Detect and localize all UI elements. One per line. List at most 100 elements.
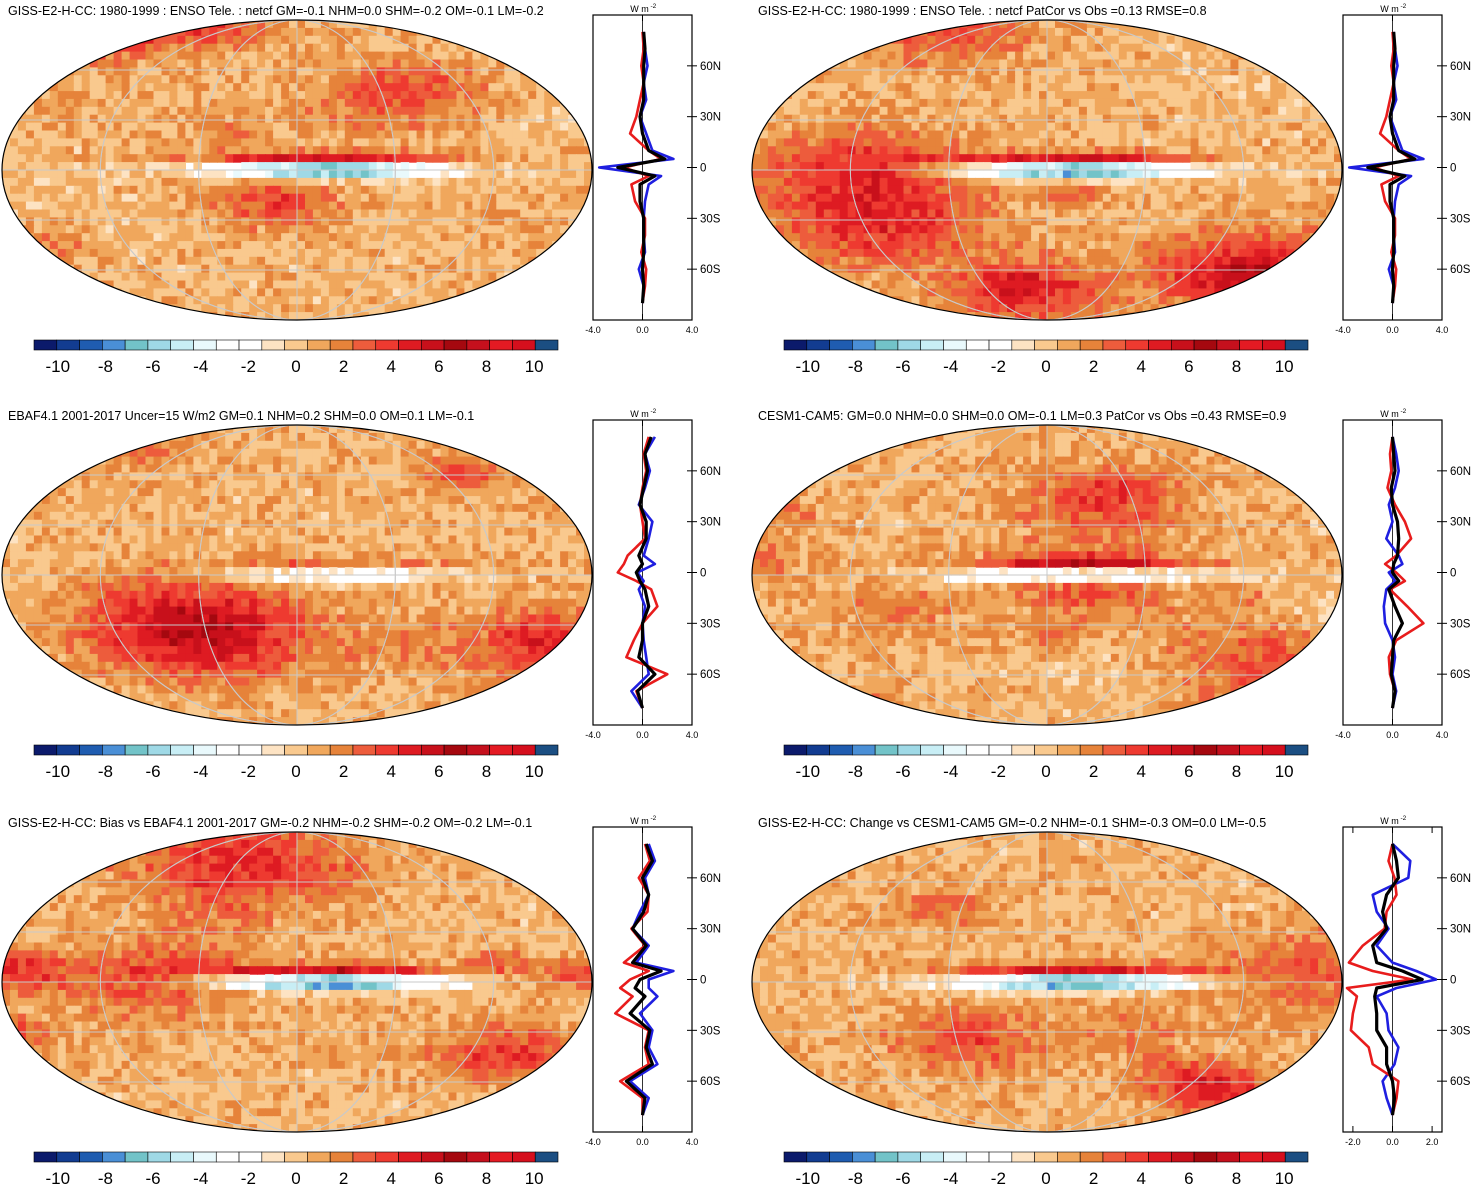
field-cell	[1294, 75, 1303, 84]
field-cell	[185, 122, 194, 132]
field-cell	[312, 288, 322, 297]
field-cell	[33, 130, 43, 139]
field-cell	[576, 75, 585, 84]
field-cell	[2, 43, 11, 53]
field-cell	[400, 114, 410, 124]
field-cell	[1142, 193, 1152, 203]
field-cell	[552, 296, 561, 305]
field-cell	[89, 264, 99, 274]
field-cell	[336, 91, 346, 100]
field-cell	[416, 130, 426, 139]
field-cell	[328, 272, 338, 282]
field-cell	[73, 59, 83, 68]
field-cell	[249, 296, 258, 305]
field-cell	[41, 146, 51, 155]
field-cell	[1078, 35, 1088, 45]
field-cell	[1039, 154, 1048, 163]
field-cell	[791, 91, 801, 100]
field-cell	[448, 106, 458, 116]
field-cell	[991, 67, 1000, 76]
field-cell	[105, 75, 115, 84]
field-cell	[1007, 193, 1016, 203]
field-cell	[983, 27, 992, 37]
field-cell	[344, 304, 354, 313]
field-cell	[384, 162, 394, 171]
field-cell	[289, 146, 298, 155]
field-cell	[951, 241, 960, 250]
field-cell	[1150, 138, 1160, 147]
field-cell	[1158, 146, 1168, 155]
field-cell	[105, 130, 115, 139]
field-cell	[297, 27, 306, 37]
field-cell	[169, 20, 178, 29]
field-cell	[1062, 67, 1072, 76]
field-cell	[153, 162, 163, 171]
field-cell	[416, 248, 426, 258]
field-cell	[512, 225, 521, 234]
field-cell	[472, 201, 481, 211]
field-cell	[49, 177, 59, 187]
field-cell	[536, 67, 545, 76]
field-cell	[879, 170, 889, 179]
field-cell	[1086, 67, 1096, 76]
field-cell	[775, 20, 785, 29]
field-cell	[927, 67, 936, 76]
field-cell	[1007, 217, 1016, 226]
field-cell	[839, 91, 849, 100]
field-cell	[1214, 201, 1223, 211]
field-cell	[887, 170, 897, 179]
field-cell	[760, 154, 769, 163]
field-cell	[1118, 154, 1128, 163]
field-cell	[57, 304, 67, 313]
field-cell	[528, 146, 537, 155]
field-cell	[1086, 130, 1096, 139]
field-cell	[312, 201, 322, 211]
field-cell	[783, 51, 793, 61]
field-cell	[1294, 225, 1303, 234]
field-cell	[209, 43, 218, 53]
field-cell	[49, 280, 59, 289]
field-cell	[1166, 75, 1176, 84]
field-cell	[328, 43, 338, 53]
field-cell	[1055, 185, 1064, 195]
field-cell	[1310, 233, 1319, 242]
field-cell	[169, 146, 178, 155]
field-cell	[137, 114, 147, 124]
field-cell	[807, 122, 817, 132]
field-cell	[568, 83, 577, 92]
field-cell	[807, 185, 817, 195]
field-cell	[320, 272, 330, 282]
field-cell	[81, 122, 91, 132]
field-cell	[1039, 201, 1048, 211]
lat-tick-label: 60S	[700, 264, 721, 276]
field-cell	[504, 201, 513, 211]
field-cell	[281, 130, 290, 139]
field-cell	[25, 122, 35, 132]
field-cell	[1222, 51, 1231, 61]
field-cell	[456, 312, 466, 320]
field-cell	[1078, 217, 1088, 226]
field-cell	[528, 272, 537, 282]
field-cell	[33, 193, 43, 203]
field-cell	[281, 75, 290, 84]
field-cell	[281, 185, 290, 195]
field-cell	[440, 193, 450, 203]
field-cell	[1206, 138, 1216, 147]
field-cell	[983, 106, 992, 116]
field-cell	[312, 83, 322, 92]
field-cell	[408, 20, 418, 29]
field-cell	[1015, 83, 1024, 92]
field-cell	[560, 201, 569, 211]
field-cell	[145, 233, 155, 242]
field-cell	[49, 106, 59, 116]
field-cell	[281, 177, 290, 187]
field-cell	[241, 304, 250, 313]
field-cell	[89, 280, 99, 289]
field-cell	[297, 59, 306, 68]
field-cell	[1334, 35, 1342, 45]
field-cell	[241, 256, 250, 266]
field-cell	[2, 217, 11, 226]
field-cell	[1174, 241, 1184, 250]
field-cell	[241, 209, 250, 218]
field-cell	[799, 83, 809, 92]
